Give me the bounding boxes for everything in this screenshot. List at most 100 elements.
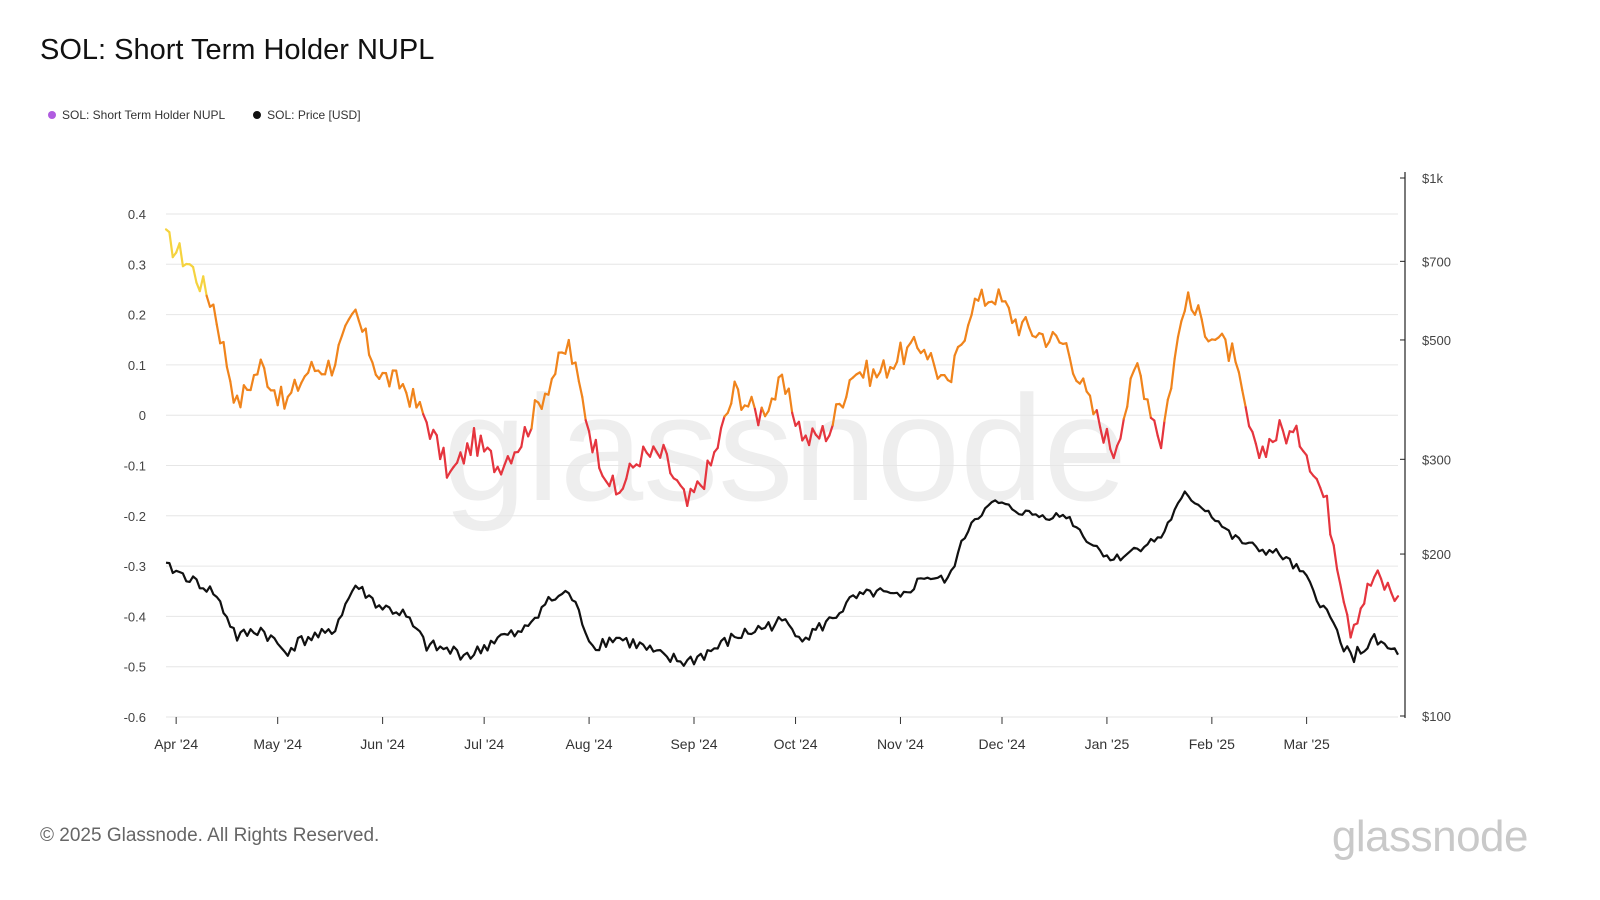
nupl-line-segment xyxy=(1247,425,1254,434)
legend: SOL: Short Term Holder NUPL SOL: Price [… xyxy=(48,108,361,122)
chart-title: SOL: Short Term Holder NUPL xyxy=(40,34,435,66)
nupl-line-segment xyxy=(882,359,889,379)
y-left-tick-label: 0.4 xyxy=(128,207,146,222)
nupl-line-segment xyxy=(354,308,361,323)
nupl-line-segment xyxy=(1122,405,1129,420)
y-left-tick-label: -0.6 xyxy=(124,710,146,725)
nupl-line-segment xyxy=(263,366,269,388)
nupl-line-segment xyxy=(719,415,726,430)
y-left-tick-label: -0.3 xyxy=(124,559,146,574)
nupl-line-segment xyxy=(499,464,506,476)
nupl-line-segment xyxy=(899,341,905,366)
nupl-line-segment xyxy=(780,373,787,395)
nupl-line-segment xyxy=(300,375,306,384)
nupl-line-segment xyxy=(912,335,919,350)
nupl-line-segment xyxy=(510,451,516,465)
x-tick-label: Sep '24 xyxy=(670,736,717,752)
y-right-tick-label: $500 xyxy=(1422,333,1451,348)
nupl-line-segment xyxy=(831,403,838,427)
x-tick-label: Oct '24 xyxy=(774,736,818,752)
nupl-line-segment xyxy=(1176,320,1183,339)
nupl-line-segment xyxy=(774,376,780,401)
nupl-line-segment xyxy=(1048,330,1054,343)
nupl-line-segment xyxy=(967,313,973,327)
x-tick-label: Jul '24 xyxy=(464,736,504,752)
nupl-line-segment xyxy=(1068,356,1075,375)
nupl-line-segment xyxy=(1105,427,1112,451)
nupl-line-segment xyxy=(1129,369,1136,380)
nupl-line-segment xyxy=(885,366,892,379)
nupl-line-segment xyxy=(1173,335,1180,361)
nupl-line-segment xyxy=(581,396,587,422)
nupl-line-segment xyxy=(442,446,449,479)
nupl-line-segment xyxy=(428,428,435,440)
nupl-line-segment xyxy=(1224,338,1230,362)
nupl-line-segment xyxy=(1014,318,1021,337)
nupl-line-segment xyxy=(791,411,797,427)
nupl-line-segment xyxy=(229,380,235,404)
nupl-line-segment xyxy=(730,380,736,405)
x-tick-label: May '24 xyxy=(253,736,302,752)
nupl-line-segment xyxy=(750,395,757,410)
nupl-line-segment xyxy=(364,327,371,356)
nupl-line-segment xyxy=(1082,377,1088,393)
nupl-line-segment xyxy=(648,445,655,458)
legend-item-price[interactable]: SOL: Price [USD] xyxy=(253,108,361,122)
nupl-line-segment xyxy=(787,387,794,414)
nupl-line-segment xyxy=(212,303,218,326)
nupl-line-segment xyxy=(334,343,340,366)
nupl-line-segment xyxy=(587,430,594,454)
nupl-line-segment xyxy=(902,346,909,366)
nupl-line-segment xyxy=(1315,477,1322,489)
nupl-line-segment xyxy=(1146,398,1153,420)
nupl-line-segment xyxy=(736,388,743,411)
nupl-line-segment xyxy=(1112,444,1119,460)
nupl-line-segment xyxy=(489,449,496,474)
price-line[interactable] xyxy=(165,490,1399,667)
nupl-line-segment xyxy=(1285,430,1291,445)
nupl-line-segment xyxy=(621,477,628,490)
nupl-line-segment xyxy=(1183,291,1190,313)
legend-label-nupl: SOL: Short Term Holder NUPL xyxy=(62,108,226,122)
nupl-line-segment xyxy=(395,369,401,390)
nupl-line-segment xyxy=(337,334,344,347)
nupl-line-segment xyxy=(1041,333,1048,348)
nupl-line-segment xyxy=(807,427,814,447)
x-tick-label: Mar '25 xyxy=(1283,736,1329,752)
nupl-line-segment xyxy=(652,445,658,454)
nupl-line-segment xyxy=(1095,409,1102,429)
nupl-line-segment xyxy=(709,451,716,467)
nupl-line-segment xyxy=(1027,326,1034,337)
nupl-line-segment xyxy=(1281,429,1288,445)
nupl-line-segment xyxy=(202,275,208,297)
nupl-line-segment xyxy=(540,392,547,410)
x-tick-label: Jun '24 xyxy=(360,736,405,752)
nupl-line-segment xyxy=(327,359,333,377)
nupl-line-segment xyxy=(757,406,763,427)
nupl-line-segment xyxy=(797,420,804,442)
nupl-line-segment xyxy=(340,324,347,337)
nupl-line-segment xyxy=(168,231,174,259)
nupl-line-segment xyxy=(222,340,229,369)
nupl-line-segment xyxy=(1007,306,1014,325)
legend-label-price: SOL: Price [USD] xyxy=(267,108,361,122)
nupl-line-segment xyxy=(1254,442,1261,459)
nupl-line-segment xyxy=(178,242,185,268)
nupl-line-segment xyxy=(357,319,364,333)
nupl-line-segment xyxy=(476,434,482,457)
y-left-tick-label: 0 xyxy=(139,408,146,423)
nupl-line-segment xyxy=(191,265,198,284)
nupl-line-segment xyxy=(1390,591,1396,603)
nupl-line-segment xyxy=(259,358,266,370)
nupl-line-segment xyxy=(367,353,374,364)
nupl-line-segment xyxy=(1231,342,1237,363)
nupl-line-segment xyxy=(1329,533,1335,547)
legend-item-nupl[interactable]: SOL: Short Term Holder NUPL xyxy=(48,108,225,122)
nupl-line-segment xyxy=(344,318,350,327)
nupl-line-segment xyxy=(225,365,232,383)
nupl-line-segment xyxy=(1342,601,1349,616)
nupl-line-segment xyxy=(547,377,553,396)
nupl-line-segment xyxy=(1376,569,1383,580)
nupl-line-segment xyxy=(330,363,337,377)
